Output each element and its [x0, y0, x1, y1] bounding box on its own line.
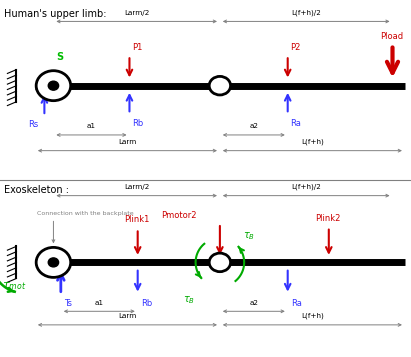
Text: $\tau_B$: $\tau_B$ — [243, 230, 255, 242]
Text: $\tau_{mot}$: $\tau_{mot}$ — [2, 280, 26, 292]
Text: Plink1: Plink1 — [125, 215, 150, 224]
Text: a1: a1 — [95, 300, 104, 306]
Text: P1: P1 — [132, 43, 143, 52]
Text: L(f+h)/2: L(f+h)/2 — [291, 183, 321, 190]
Text: Pload: Pload — [380, 32, 403, 41]
Text: Rs: Rs — [28, 120, 38, 129]
Text: Plink2: Plink2 — [315, 214, 341, 223]
Text: Pmotor2: Pmotor2 — [161, 211, 196, 220]
Text: Ts: Ts — [65, 299, 72, 308]
Text: a1: a1 — [87, 123, 96, 129]
Text: Larm: Larm — [118, 313, 136, 319]
Text: L(f+h)/2: L(f+h)/2 — [291, 9, 321, 16]
Circle shape — [36, 71, 71, 101]
Text: S: S — [57, 52, 64, 62]
Text: Connection with the backplate: Connection with the backplate — [37, 211, 134, 216]
Circle shape — [48, 81, 59, 90]
Text: a2: a2 — [249, 123, 258, 129]
Circle shape — [209, 253, 231, 272]
Text: Rb: Rb — [132, 119, 143, 127]
Text: $\tau_B$: $\tau_B$ — [183, 294, 195, 306]
Text: L(f+h): L(f+h) — [301, 139, 324, 145]
Text: L(f+h): L(f+h) — [301, 313, 324, 319]
Text: Larm/2: Larm/2 — [124, 10, 149, 16]
Text: P2: P2 — [291, 43, 301, 52]
Text: a2: a2 — [249, 300, 258, 306]
Text: Ra: Ra — [291, 299, 302, 308]
Text: Rb: Rb — [141, 299, 152, 308]
Text: Larm: Larm — [118, 139, 136, 145]
Circle shape — [48, 258, 59, 267]
Text: Ra: Ra — [291, 119, 301, 127]
Circle shape — [209, 76, 231, 95]
Text: Larm/2: Larm/2 — [124, 184, 149, 190]
Circle shape — [36, 247, 71, 277]
Text: Human's upper limb:: Human's upper limb: — [4, 9, 106, 19]
Text: Exoskeleton :: Exoskeleton : — [4, 185, 69, 195]
